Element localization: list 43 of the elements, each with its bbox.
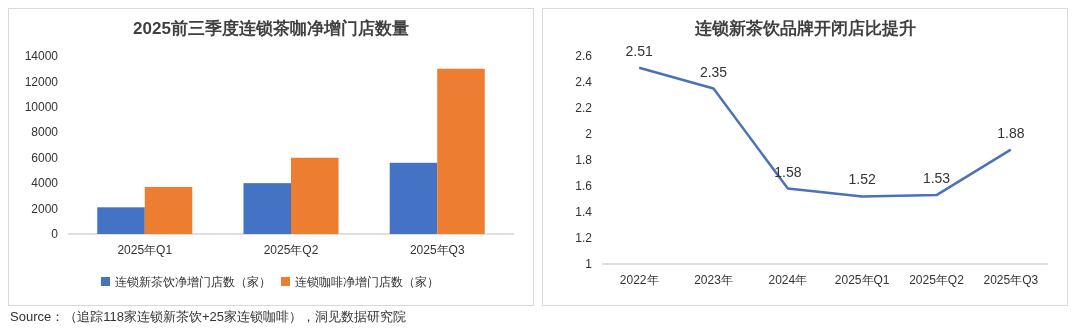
x-tick-label: 2023年: [694, 273, 733, 287]
x-tick-label: 2025年Q2: [909, 273, 965, 287]
legend-label: 连锁咖啡净增门店数（家）: [295, 275, 439, 289]
bar: [144, 186, 193, 234]
x-tick-label: 2024年: [768, 273, 808, 287]
y-tick-label: 8000: [31, 125, 59, 140]
chart-title: 连锁新茶饮品牌开闭店比提升: [693, 19, 916, 38]
bar: [97, 207, 145, 234]
x-tick-label: 2025年Q1: [834, 273, 890, 287]
x-tick-label: 2025年Q3: [983, 273, 1039, 287]
y-tick-label: 2.4: [575, 75, 593, 90]
data-label: 1.58: [774, 163, 802, 180]
bar: [243, 183, 291, 234]
source-note: Source：（追踪118家连锁新茶饮+25家连锁咖啡），洞见数据研究院: [10, 309, 406, 324]
legend-label: 连锁新茶饮净增门店数（家）: [115, 275, 271, 289]
x-tick-label: 2022年: [619, 273, 659, 287]
y-tick-label: 2: [585, 127, 593, 142]
y-tick-label: 10000: [24, 100, 59, 115]
bar: [291, 157, 339, 234]
y-tick-label: 1: [585, 257, 593, 272]
x-tick-label: 2025年Q2: [263, 243, 319, 257]
bar: [437, 68, 485, 234]
y-tick-label: 6000: [31, 150, 59, 165]
bar: [389, 162, 438, 234]
y-tick-label: 1.4: [575, 205, 593, 220]
y-tick-label: 2.6: [575, 49, 593, 64]
y-tick-label: 2000: [31, 201, 59, 216]
data-label: 2.35: [699, 63, 728, 80]
y-tick-label: 1.6: [575, 179, 593, 194]
y-tick-label: 0: [51, 227, 59, 242]
y-tick-label: 2.2: [575, 101, 593, 116]
y-tick-label: 1.8: [575, 153, 593, 168]
data-label: 1.53: [922, 170, 951, 187]
y-tick-label: 4000: [31, 176, 59, 191]
data-label: 1.88: [997, 124, 1025, 141]
data-label: 1.52: [848, 171, 876, 188]
chart-title: 2025前三季度连锁茶咖净增门店数量: [133, 19, 409, 38]
y-tick-label: 1.2: [575, 231, 593, 246]
y-tick-label: 14000: [24, 49, 59, 64]
data-label: 2.51: [625, 42, 653, 59]
x-tick-label: 2025年Q1: [117, 243, 173, 257]
x-tick-label: 2025年Q3: [409, 243, 465, 257]
y-tick-label: 12000: [24, 74, 59, 89]
